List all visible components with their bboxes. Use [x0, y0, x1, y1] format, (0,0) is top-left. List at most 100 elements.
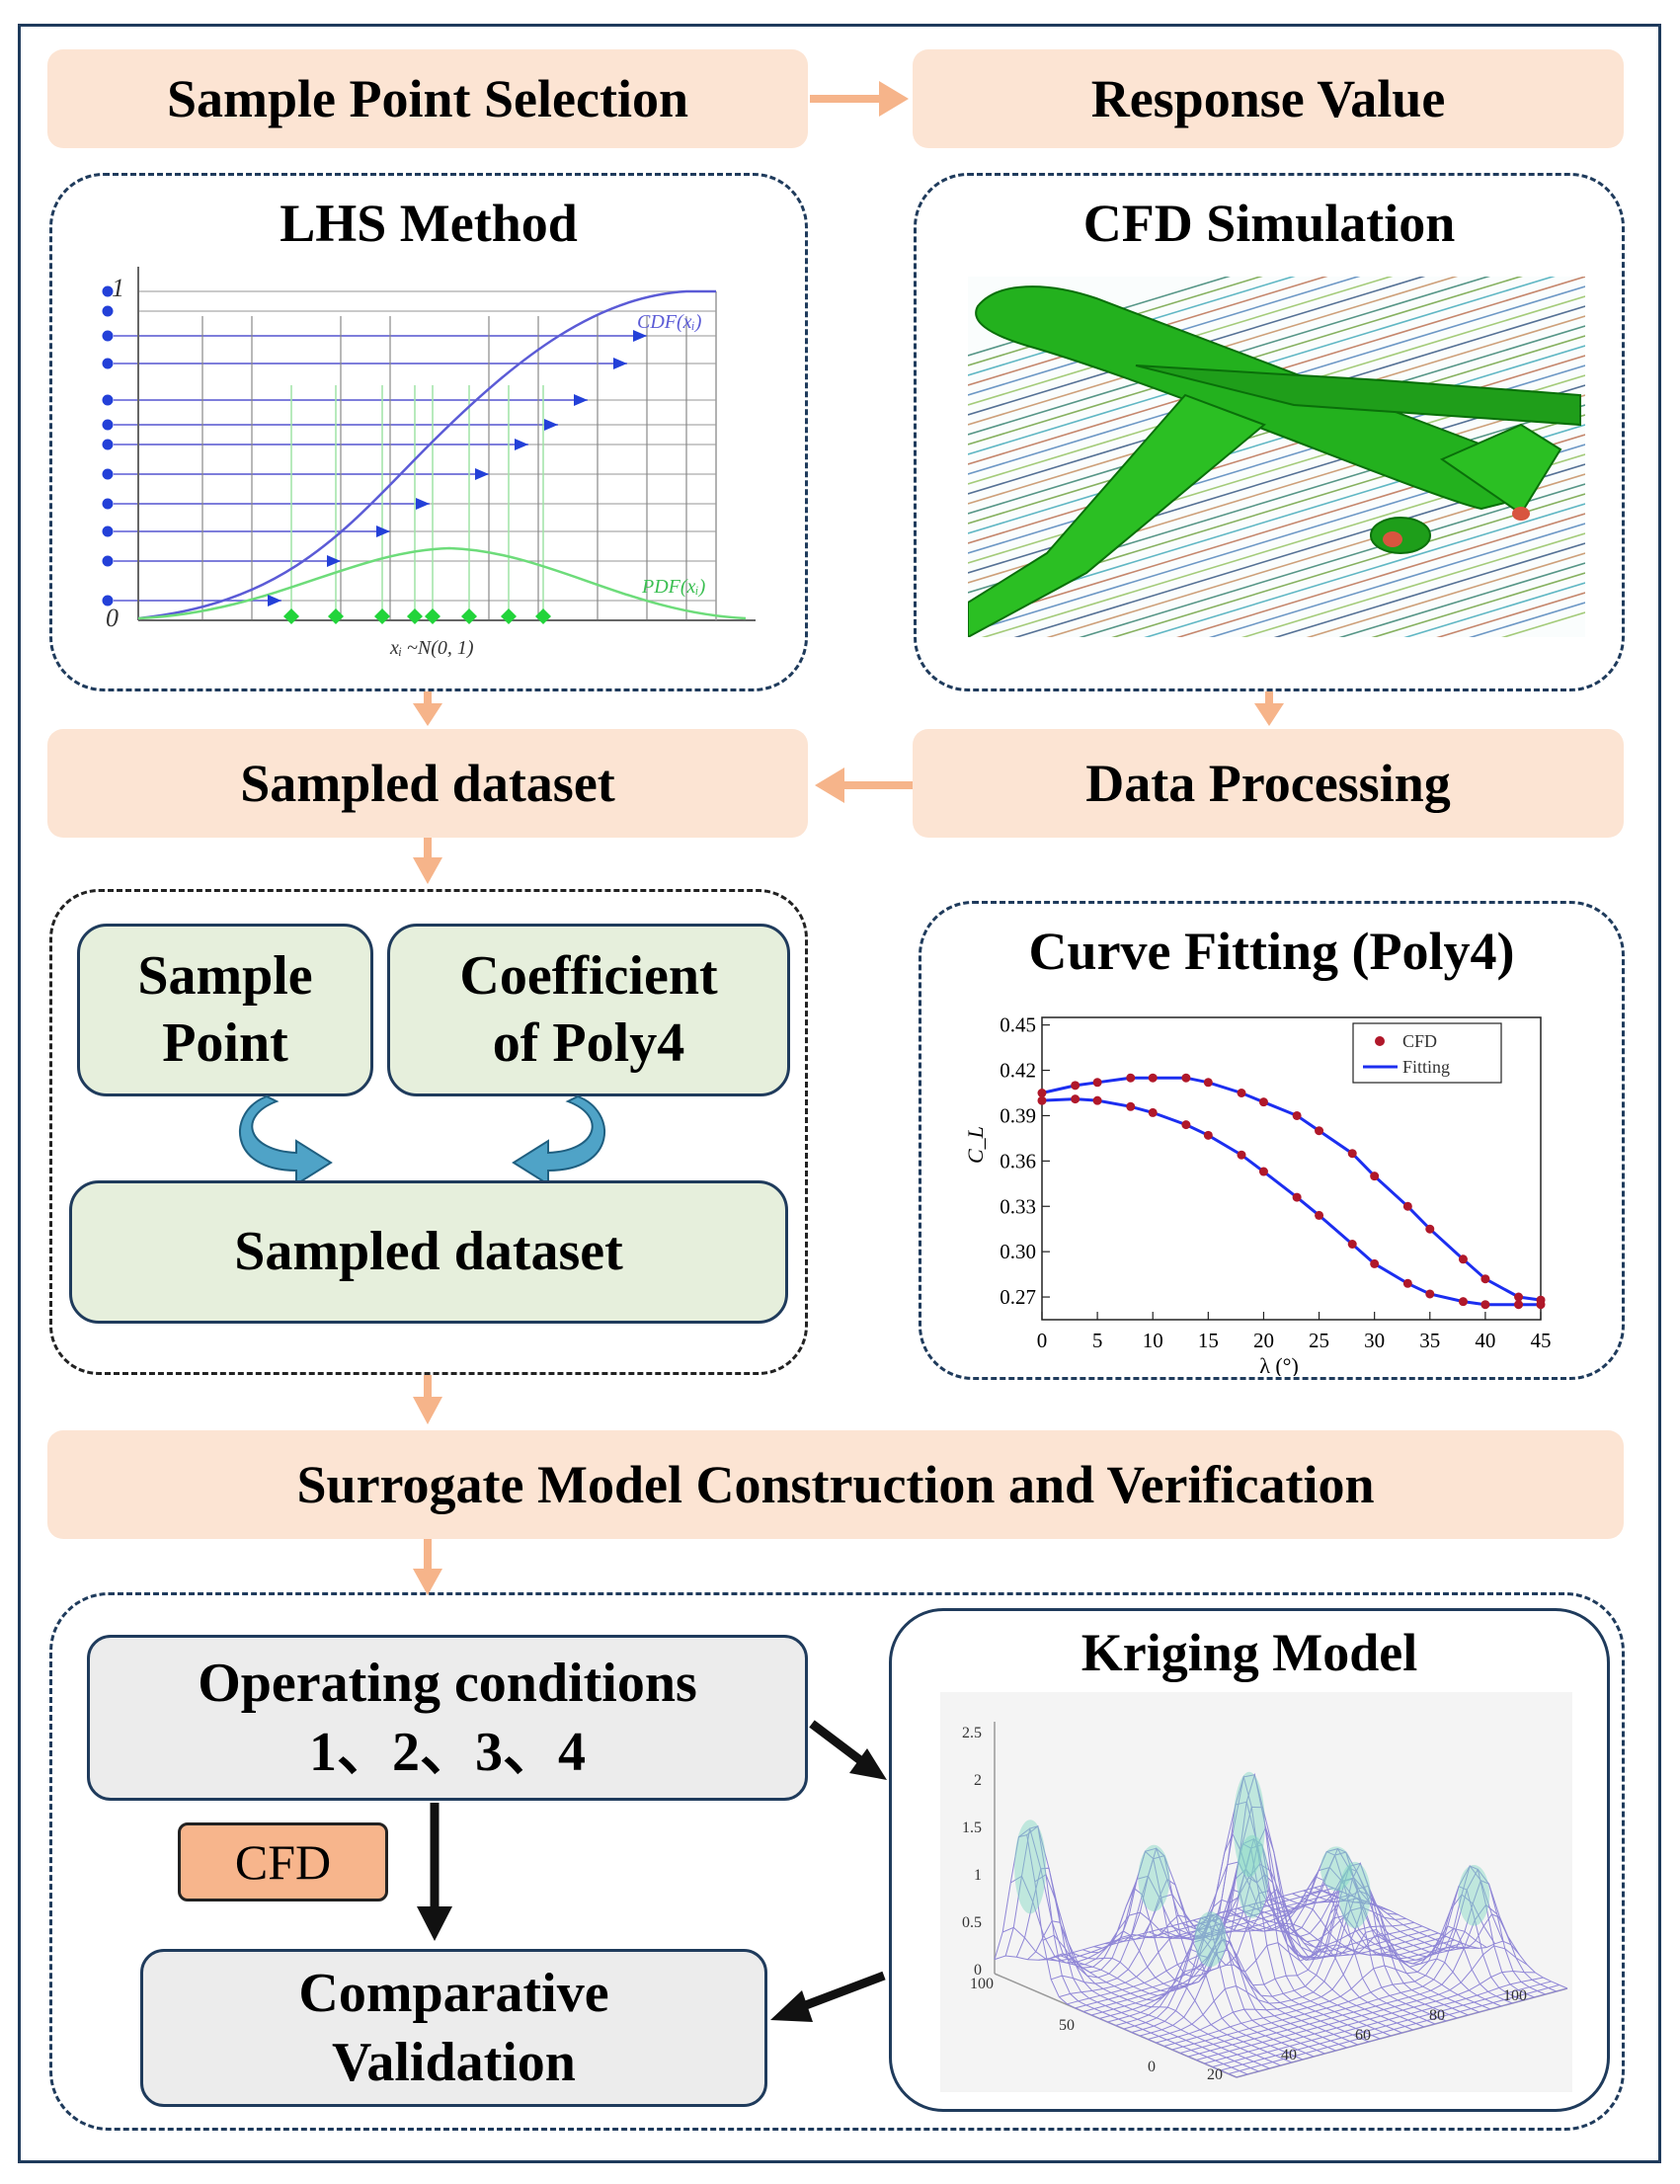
kriging-mesh-line — [1324, 1884, 1568, 1989]
aircraft-tail — [1439, 423, 1562, 516]
streamline — [1079, 483, 1585, 637]
kriging-z-tick-label: 2 — [974, 1772, 982, 1789]
lhs-x-sample — [425, 608, 440, 624]
cf-cfd-point — [1071, 1081, 1080, 1091]
operating-conditions-box: Operating conditions 1、2、3、4 — [87, 1635, 808, 1801]
lhs-y-dot — [102, 394, 114, 406]
lhs-y-dot — [102, 468, 114, 480]
lhs-x-sample — [501, 608, 517, 624]
cf-x-tick-label: 20 — [1253, 1329, 1274, 1352]
lhs-y-top: 1 — [112, 274, 124, 302]
sample-point-line2: Point — [162, 1011, 288, 1074]
lhs-x-sample — [283, 608, 299, 624]
kriging-mesh — [994, 1772, 1568, 2078]
streamline — [968, 277, 1394, 406]
cf-cfd-point — [1181, 1073, 1191, 1083]
cf-axes: 0.27 0.30 0.33 0.36 0.39 0.42 0.45 0 5 10 15 20 25 30… — [1000, 1013, 1551, 1352]
cfd-simulation-title: CFD Simulation — [1082, 194, 1456, 253]
kriging-mesh-line — [1236, 1987, 1568, 2078]
cf-y-tick-label: 0.39 — [1000, 1103, 1036, 1127]
cf-cfd-point — [1237, 1089, 1246, 1097]
kriging-z-tick-label: 2.5 — [962, 1725, 982, 1741]
kriging-x-tick-label: 100 — [1503, 1987, 1527, 2004]
streamline — [1208, 523, 1585, 637]
streamline — [1144, 503, 1585, 637]
kriging-y-tick-label: 100 — [970, 1976, 994, 1992]
cf-plot-frame — [1041, 1016, 1542, 1321]
operating-line1: Operating conditions — [198, 1653, 697, 1714]
lhs-arrow-head — [633, 330, 647, 342]
cf-cfd-point — [1347, 1240, 1357, 1249]
comparative-validation-box: Comparative Validation — [140, 1949, 767, 2107]
lhs-arrow-head — [544, 419, 558, 431]
kriging-x-tick-label: 80 — [1429, 2007, 1445, 2024]
cf-y-tick-label: 0.36 — [1000, 1149, 1036, 1173]
streamline — [968, 277, 1361, 396]
cf-x-tick-label: 30 — [1364, 1329, 1385, 1352]
streamline — [1338, 562, 1585, 637]
lhs-x-sample — [328, 608, 344, 624]
cf-legend-fit-label: Fitting — [1402, 1057, 1450, 1077]
kriging-z-tick-label: 0 — [974, 1962, 982, 1979]
cf-cfd-point — [1292, 1192, 1302, 1202]
cycle-arrows — [238, 1094, 606, 1186]
streamline — [968, 277, 1556, 455]
lhs-arrow-head — [327, 555, 341, 567]
kriging-mesh-line — [1292, 1865, 1535, 1998]
kriging-x-ticks: 20 40 60 80 100 — [1207, 1987, 1527, 2083]
streamline — [968, 277, 1459, 426]
lhs-plot: 1 0 CDF(xᵢ) PDF(xᵢ) xᵢ ~N(0, 1) — [102, 267, 756, 659]
cf-cfd-point — [1292, 1110, 1302, 1120]
cf-x-tick-label: 0 — [1037, 1329, 1048, 1352]
cf-legend-box — [1352, 1022, 1502, 1084]
aircraft-engine-exhaust — [1512, 507, 1530, 521]
sample-point-line1: Sample — [137, 945, 313, 1008]
streamline — [968, 277, 1523, 445]
lhs-y-dot — [102, 526, 114, 537]
lhs-cdf-label: CDF(xᵢ) — [637, 311, 702, 333]
surrogate-label: Surrogate Model Construction and Verific… — [296, 1455, 1375, 1514]
kriging-title: Kriging Model — [1080, 1623, 1418, 1682]
cf-cfd-point — [1203, 1078, 1213, 1088]
cf-cfd-point — [1037, 1089, 1047, 1097]
coefficient-line2: of Poly4 — [492, 1011, 685, 1074]
kriging-peak — [1237, 1834, 1268, 1918]
cf-cfd-point — [1480, 1300, 1490, 1310]
cf-cfd-point — [1037, 1095, 1047, 1105]
cycle-arrow-left-icon — [238, 1094, 333, 1186]
cf-y-tick-label: 0.42 — [1000, 1059, 1036, 1083]
cf-fit-curve — [1041, 1097, 1541, 1307]
aircraft-wing-left — [968, 393, 1266, 637]
cf-x-tick-label: 10 — [1143, 1329, 1163, 1352]
kriging-peak — [1014, 1820, 1047, 1914]
data-processing-box: Data Processing — [913, 729, 1624, 838]
sample-point-selection-label: Sample Point Selection — [167, 69, 688, 128]
cfd-tag: CFD — [178, 1822, 388, 1901]
lhs-y-dot — [102, 358, 114, 369]
lhs-y-bottom: 0 — [106, 604, 119, 632]
kriging-peak — [1233, 1771, 1265, 1878]
lhs-grid — [114, 290, 716, 620]
cf-y-tick-label: 0.33 — [1000, 1194, 1036, 1218]
cf-cfd-point — [1315, 1210, 1324, 1220]
cf-points — [1037, 1073, 1546, 1310]
lhs-arrow-head — [515, 439, 528, 450]
lhs-x-sample — [535, 608, 551, 624]
cf-x-tick-label: 5 — [1092, 1329, 1103, 1352]
comparative-line1: Comparative — [298, 1963, 609, 2024]
sample-point-selection-box: Sample Point Selection — [47, 49, 808, 148]
lhs-x-sample — [461, 608, 477, 624]
kriging-z-tick-label: 0.5 — [962, 1914, 982, 1931]
cf-cfd-point — [1203, 1130, 1213, 1140]
lhs-arrow-head — [268, 595, 281, 607]
cf-cfd-point — [1148, 1107, 1158, 1117]
comparative-line2: Validation — [332, 2032, 576, 2093]
response-value-box: Response Value — [913, 49, 1624, 148]
cf-x-tick-label: 35 — [1419, 1329, 1440, 1352]
cf-cfd-point — [1458, 1254, 1468, 1264]
coefficient-box: Coefficient of Poly4 — [387, 924, 790, 1096]
streamline — [1403, 582, 1585, 637]
cf-legend: CFD Fitting — [1352, 1022, 1502, 1084]
cf-cfd-point — [1258, 1167, 1268, 1176]
cf-y-tick-label: 0.30 — [1000, 1240, 1036, 1263]
